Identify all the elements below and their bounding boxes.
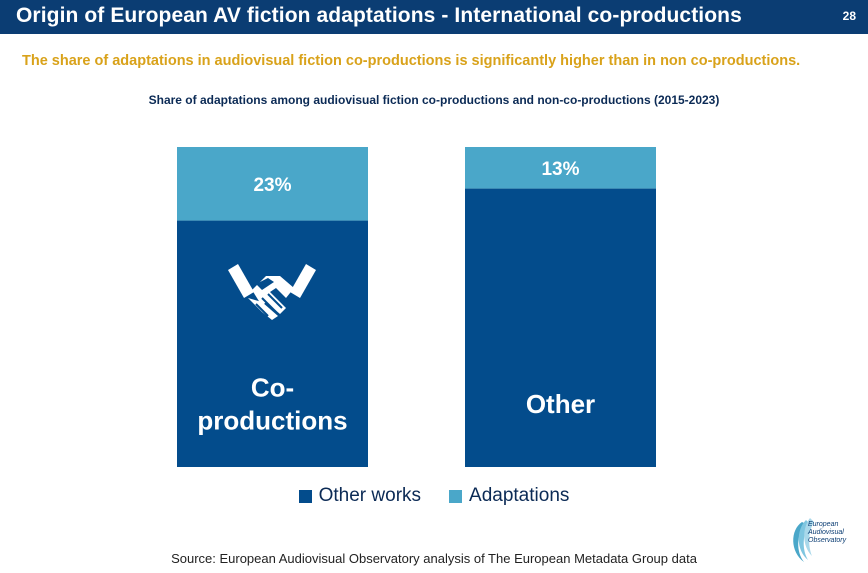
legend-label-adaptations: Adaptations bbox=[469, 485, 570, 506]
observatory-logo-icon bbox=[793, 518, 814, 562]
logo-line: European bbox=[808, 521, 839, 528]
source-note: Source: European Audiovisual Observatory… bbox=[171, 551, 697, 566]
legend-swatch-other-works bbox=[298, 489, 312, 503]
logo-line: Observatory bbox=[808, 537, 847, 544]
data-label-1: 13% bbox=[541, 159, 579, 180]
header-bar: Origin of European AV fiction adaptation… bbox=[0, 0, 868, 34]
legend-item-other-works: Other works bbox=[298, 485, 422, 507]
legend-item-adaptations: Adaptations bbox=[449, 485, 569, 507]
bar-other-works-0 bbox=[177, 220, 368, 467]
bar-other-works-1 bbox=[465, 188, 656, 467]
handshake-icon bbox=[228, 264, 316, 320]
category-label-0-line-0: Co- bbox=[251, 373, 294, 403]
page-number: 28 bbox=[842, 9, 856, 23]
legend-swatch-adaptations bbox=[449, 489, 463, 503]
page-title: Origin of European AV fiction adaptation… bbox=[16, 4, 742, 27]
data-label-0: 23% bbox=[253, 175, 291, 196]
chart-title: Share of adaptations among audiovisual f… bbox=[148, 93, 720, 107]
bar-adaptations-0 bbox=[177, 147, 368, 221]
subtitle: The share of adaptations in audiovisual … bbox=[22, 53, 801, 69]
category-label-0-line-1: productions bbox=[197, 406, 347, 436]
bar-adaptations-1 bbox=[465, 147, 656, 189]
legend-label-other-works: Other works bbox=[318, 485, 422, 506]
logo-line: Audiovisual bbox=[808, 529, 844, 536]
logo-text: European Audiovisual Observatory bbox=[808, 521, 866, 545]
legend: Other works Adaptations bbox=[0, 485, 868, 507]
category-label-1-line-0: Other bbox=[526, 389, 595, 419]
